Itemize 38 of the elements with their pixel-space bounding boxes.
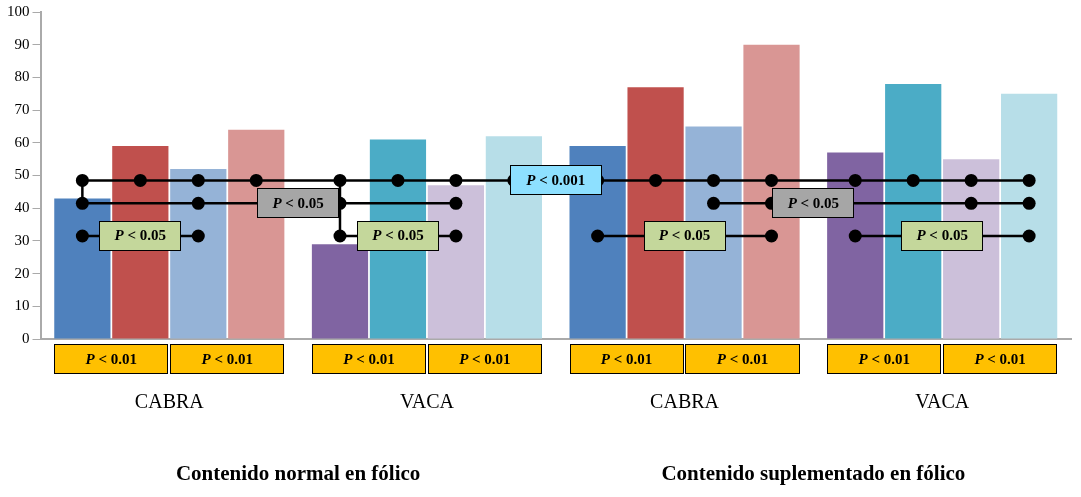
text: Contenido normal en fólico <box>174 461 422 486</box>
x-tick-label: VACA <box>915 390 970 413</box>
x-tick-label: VACA <box>399 390 455 413</box>
bar <box>743 44 800 339</box>
y-tick-label: 40 <box>14 199 30 216</box>
annotation: P < 0.05 <box>787 194 840 212</box>
text: P < 0.01 <box>459 350 511 368</box>
text: P < 0.01 <box>974 350 1026 368</box>
y-tick-label: 90 <box>14 35 30 52</box>
y-tick-label: 100 <box>7 2 30 19</box>
bar <box>1001 93 1058 339</box>
annotation: P < 0.05 <box>658 227 711 245</box>
text: P < 0.01 <box>716 350 769 368</box>
y-tick-label: 10 <box>14 297 30 314</box>
text: Contenido suplementado en fólico <box>660 461 967 486</box>
text: P < 0.01 <box>600 350 653 368</box>
y-tick-label: 80 <box>14 68 30 85</box>
text: P < 0.01 <box>343 350 395 368</box>
annotation: P < 0.05 <box>916 227 968 245</box>
y-tick-label: 70 <box>14 101 30 118</box>
y-tick-label: 60 <box>14 133 30 150</box>
y-tick-label: 20 <box>14 264 30 281</box>
text: P < 0.01 <box>858 350 910 368</box>
y-tick-label: 30 <box>14 231 30 248</box>
text: P < 0.01 <box>201 350 253 368</box>
y-tick-label: 50 <box>14 166 30 183</box>
bar <box>311 244 369 339</box>
x-tick-label: CABRA <box>134 390 205 413</box>
bar <box>427 185 485 339</box>
annotation: P < 0.05 <box>272 194 324 212</box>
annotation: P < 0.001 <box>526 171 586 189</box>
annotation: P < 0.05 <box>372 227 424 245</box>
x-tick-label: CABRA <box>650 390 720 413</box>
annotation: P < 0.05 <box>114 227 167 245</box>
text: P < 0.01 <box>85 350 138 368</box>
bar <box>54 198 111 339</box>
y-tick-label: 0 <box>22 329 30 346</box>
bar <box>228 129 285 339</box>
